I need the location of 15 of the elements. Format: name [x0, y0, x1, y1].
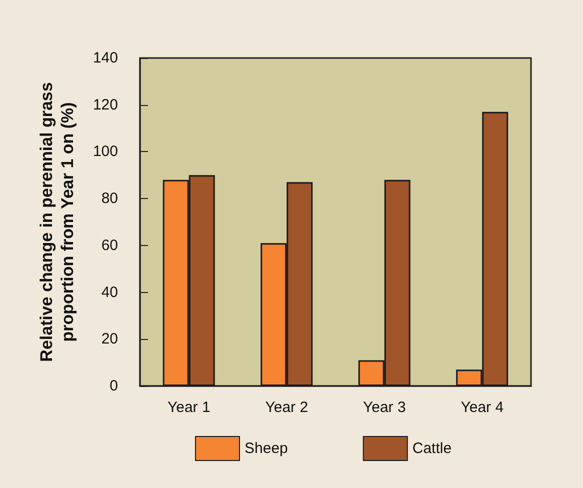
x-tick-label: Year 3 — [362, 399, 406, 416]
legend-label: Cattle — [412, 440, 452, 457]
x-tick-label: Year 1 — [167, 399, 210, 416]
y-tick-label: 20 — [101, 330, 118, 348]
y-axis-title: Relative change in perennial grass proportion from Year 1 on (%) — [37, 82, 77, 362]
y-tick-label: 120 — [92, 96, 118, 114]
y-tick-label: 60 — [101, 236, 118, 254]
y-tick-label: 40 — [101, 284, 118, 301]
legend-label: Sheep — [244, 440, 288, 457]
x-tick-label: Year 4 — [460, 399, 504, 416]
x-tick-label: Year 2 — [265, 399, 308, 416]
y-tick-label: 100 — [92, 143, 118, 160]
y-tick-label: 140 — [92, 50, 118, 66]
y-tick-label: 0 — [110, 378, 118, 394]
y-tick-label: 80 — [101, 190, 118, 208]
